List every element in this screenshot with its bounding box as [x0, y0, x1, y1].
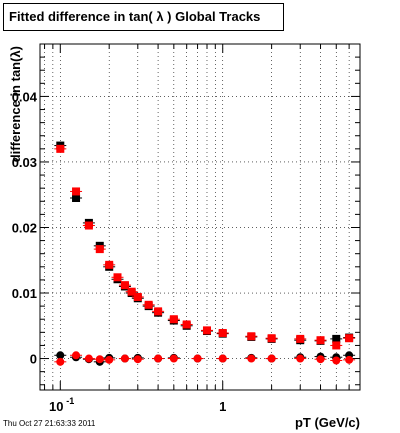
data-point-square [84, 221, 93, 230]
data-point-circle [169, 354, 178, 363]
data-point-square [218, 328, 227, 337]
data-point-circle [193, 354, 202, 363]
data-point-square [120, 281, 129, 290]
y-tick-label: 0 [30, 352, 37, 367]
data-point-square [202, 326, 211, 335]
data-point-circle [296, 354, 305, 363]
data-point-square [127, 287, 136, 296]
data-point-circle [120, 354, 129, 363]
plot-frame [39, 43, 361, 391]
axis-ticks: 0 0.01 0.02 0.03 0.04 10 -1 1 [12, 43, 361, 414]
data-series [54, 141, 356, 366]
y-axis-label: difference in tan(λ) [8, 46, 23, 162]
x-tick-label-exponent: -1 [66, 396, 74, 406]
y-tick-label: 0.01 [12, 286, 37, 301]
data-point-square [267, 334, 276, 343]
data-point-square [144, 300, 153, 309]
data-point-square [105, 260, 114, 269]
data-point-square [133, 292, 142, 301]
data-point-square [113, 273, 122, 282]
data-point-circle [72, 351, 81, 360]
data-point-square [345, 334, 354, 343]
data-point-circle [247, 354, 256, 363]
y-tick-label: 0.02 [12, 220, 37, 235]
y-tick-label: 0.04 [12, 89, 38, 104]
x-tick-label: 1 [219, 399, 226, 414]
data-point-square [72, 187, 81, 196]
data-point-circle [56, 351, 65, 360]
data-point-circle [267, 354, 276, 363]
data-point-circle [154, 354, 163, 363]
data-point-circle [316, 355, 325, 364]
data-point-circle [218, 354, 227, 363]
data-point-circle [105, 355, 114, 364]
data-point-square [72, 193, 81, 202]
data-point-square [182, 320, 191, 329]
y-tick-label: 0.03 [12, 155, 37, 170]
timestamp: Thu Oct 27 21:63:33 2011 [3, 419, 96, 428]
data-point-circle [95, 355, 104, 364]
data-point-square [296, 334, 305, 343]
data-point-circle [345, 355, 354, 364]
data-point-circle [84, 354, 93, 363]
data-point-circle [133, 355, 142, 364]
data-point-square [332, 341, 341, 350]
data-point-square [247, 332, 256, 341]
data-point-square [169, 315, 178, 324]
x-axis-label: pT (GeV/c) [295, 415, 360, 430]
x-tick-label: 10 [49, 399, 63, 414]
data-point-square [332, 334, 341, 343]
data-point-circle [56, 357, 65, 366]
data-point-square [316, 336, 325, 345]
chart-title: Fitted difference in tan( λ ) Global Tra… [3, 3, 284, 31]
data-point-square [56, 144, 65, 153]
grid [40, 44, 361, 390]
data-point-square [154, 307, 163, 316]
data-point-square [95, 245, 104, 254]
data-point-circle [332, 356, 341, 365]
